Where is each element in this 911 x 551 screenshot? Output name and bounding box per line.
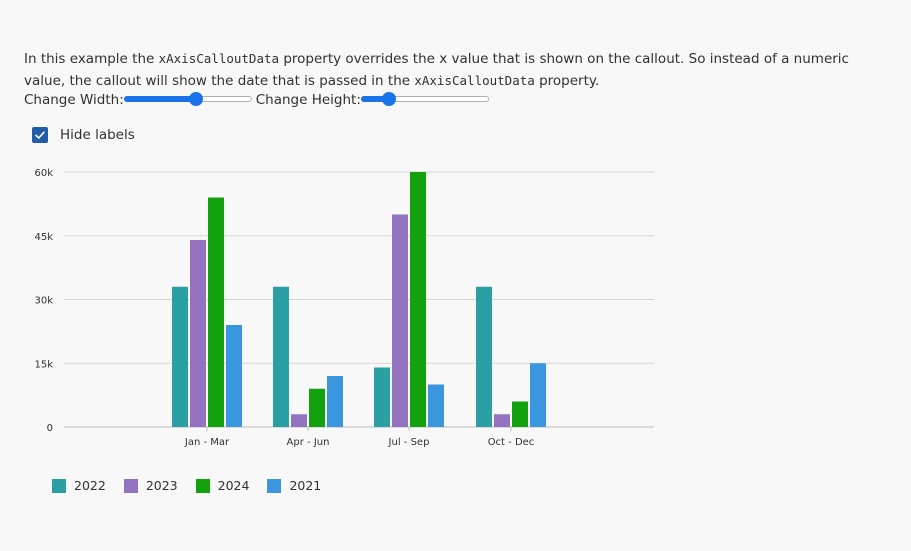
legend-swatch (52, 478, 66, 493)
y-tick-label: 60k (34, 168, 53, 179)
legend-label: 2023 (145, 478, 178, 493)
bar (392, 214, 408, 427)
description-text: In this example the xAxisCalloutData pro… (24, 51, 849, 89)
width-label: Change Width: (24, 92, 124, 108)
hide-labels-row[interactable]: Hide labels (32, 127, 135, 143)
bar (172, 286, 188, 427)
code-xaxiscalloutdata: xAxisCalloutData (158, 51, 280, 66)
x-tick-label: Jan - Mar (184, 437, 230, 448)
bar (309, 388, 325, 427)
legend-swatch (123, 478, 138, 493)
legend-item[interactable]: 2023 (123, 478, 178, 493)
width-slider[interactable] (123, 90, 252, 110)
bar (428, 384, 444, 427)
chart-legend: 2022 2023 2024 2021 (52, 478, 339, 493)
legend-item[interactable]: 2022 (52, 478, 106, 493)
bar (410, 172, 426, 427)
legend-swatch (195, 478, 210, 493)
hide-labels-checkbox[interactable] (32, 127, 48, 143)
bar (512, 401, 528, 427)
height-slider-thumb[interactable] (381, 92, 396, 106)
hide-labels-label: Hide labels (60, 127, 135, 143)
bar (374, 367, 390, 427)
checkmark-icon (35, 131, 45, 139)
bar (273, 286, 289, 427)
width-slider-thumb[interactable] (188, 92, 203, 106)
bar (226, 325, 242, 427)
height-label: Change Height: (255, 92, 361, 108)
legend-swatch (267, 478, 282, 493)
width-slider-fill (123, 96, 196, 102)
height-slider[interactable] (360, 90, 489, 110)
height-slider-fill (360, 96, 389, 102)
legend-label: 2021 (289, 478, 322, 493)
y-tick-label: 30k (34, 296, 53, 307)
y-tick-label: 0 (47, 423, 53, 434)
legend-label: 2024 (217, 478, 250, 493)
legend-item[interactable]: 2024 (195, 478, 250, 493)
legend-label: 2022 (74, 478, 106, 493)
y-tick-label: 45k (34, 232, 53, 243)
x-tick-label: Oct - Dec (488, 437, 535, 448)
size-controls: Change Width: Change Height: (24, 90, 489, 110)
bar (291, 414, 307, 427)
x-tick-label: Apr - Jun (287, 437, 330, 448)
bar (190, 240, 206, 427)
y-tick-label: 15k (34, 359, 53, 370)
bar (327, 376, 343, 427)
bar (208, 197, 224, 427)
x-tick-label: Jul - Sep (388, 437, 430, 448)
legend-item[interactable]: 2021 (267, 478, 321, 493)
bar (494, 414, 510, 427)
bar (530, 363, 546, 427)
code-xaxiscalloutdata-2: xAxisCalloutData (414, 73, 535, 88)
bar (476, 286, 492, 427)
